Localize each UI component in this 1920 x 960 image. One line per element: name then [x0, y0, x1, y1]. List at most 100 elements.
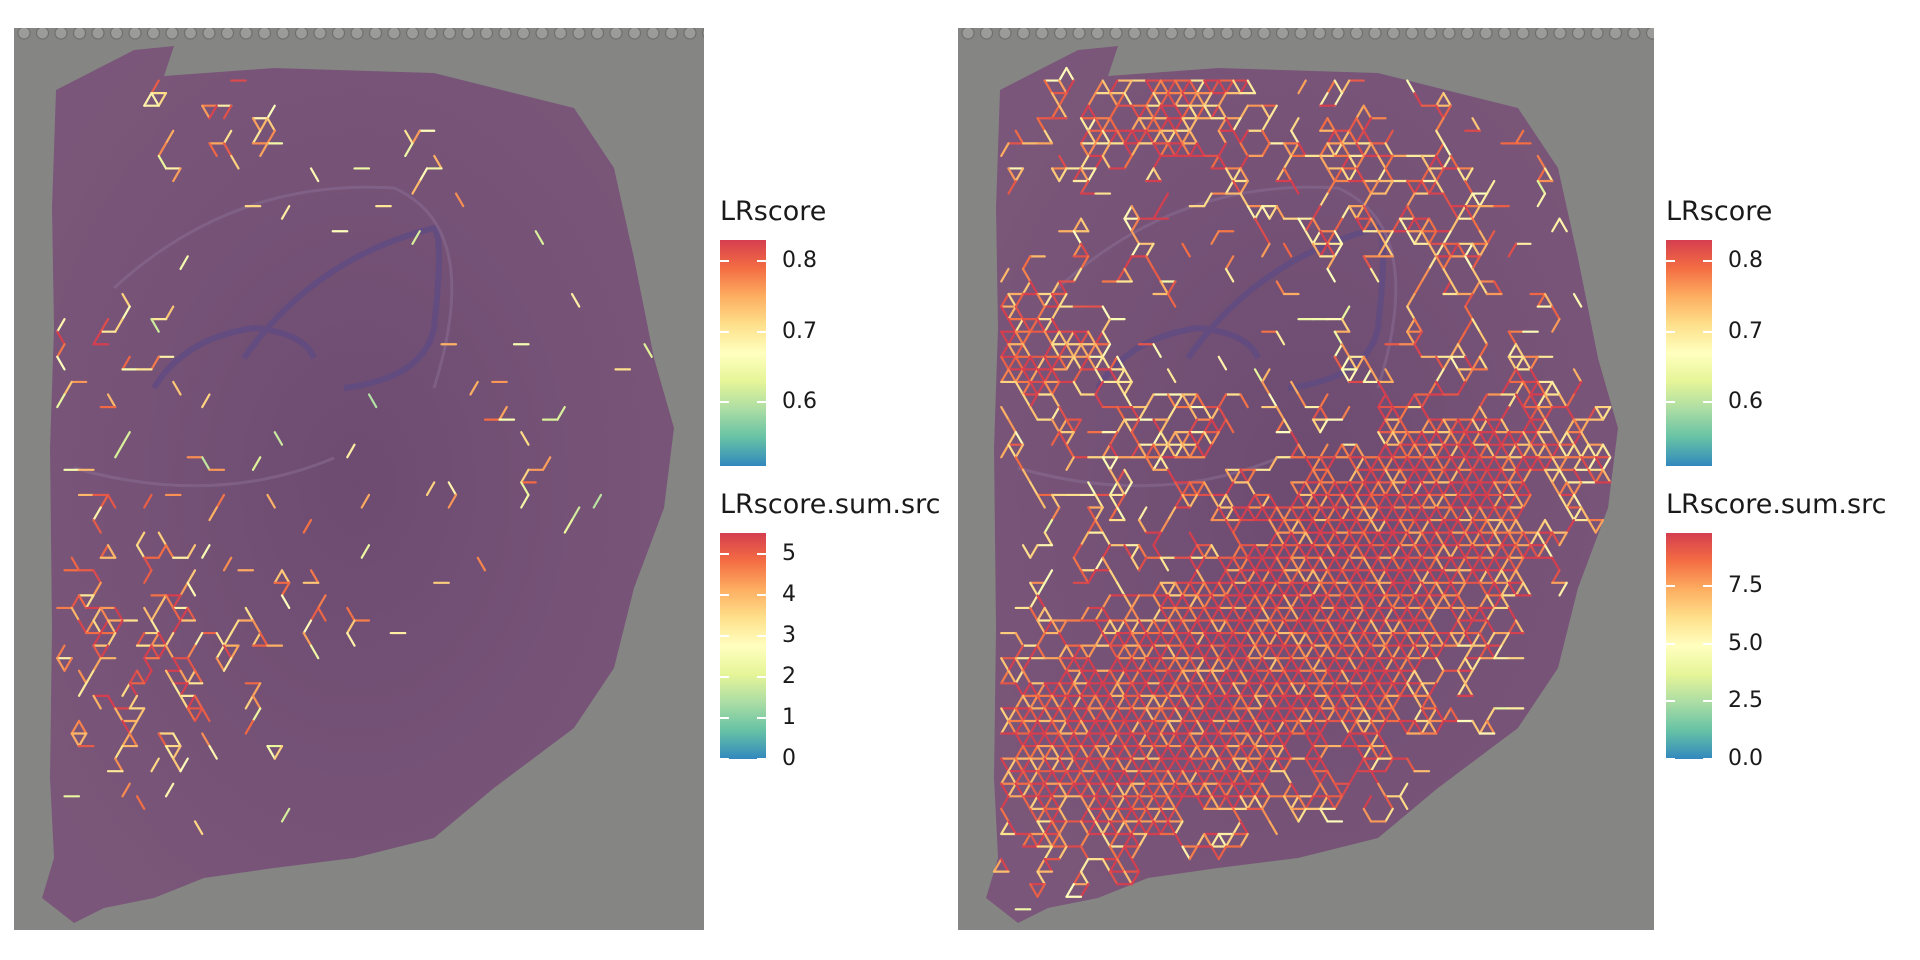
- lr-edge: [1079, 682, 1090, 697]
- spatial-plot-right: [958, 28, 1654, 930]
- lr-edge: [70, 606, 81, 622]
- legend-tick-mark: [1666, 401, 1675, 404]
- lr-edge: [1369, 606, 1380, 622]
- lr-edge: [1108, 757, 1119, 773]
- lr-edge: [1319, 117, 1329, 132]
- lr-edge: [1261, 682, 1271, 697]
- lr-edge: [1043, 531, 1054, 547]
- lr-edge: [143, 92, 153, 107]
- lr-edge: [1326, 569, 1336, 584]
- lr-edge: [1145, 744, 1155, 760]
- lr-edge: [1464, 669, 1474, 685]
- lr-edge: [1116, 694, 1126, 710]
- lr-edge: [1210, 79, 1220, 95]
- lr-edge: [1261, 129, 1271, 145]
- lr-edge: [1181, 644, 1191, 660]
- lr-edge: [1217, 506, 1228, 522]
- lr-edge: [1007, 431, 1017, 446]
- lr-edge: [1087, 569, 1097, 584]
- lr-edge: [1181, 581, 1191, 597]
- lr-edge: [1094, 820, 1104, 836]
- lr-edge: [1036, 380, 1046, 396]
- lr-edge: [1420, 393, 1431, 409]
- lr-edge: [172, 757, 182, 773]
- lr-edge: [1108, 104, 1119, 120]
- lr-edge: [1522, 380, 1532, 396]
- lr-edge: [157, 732, 168, 748]
- lr-edge: [1333, 619, 1344, 635]
- lr-edge: [1232, 820, 1242, 836]
- lr-edge: [1456, 581, 1467, 597]
- lr-edge: [1384, 606, 1394, 622]
- lr-edge: [128, 732, 139, 748]
- lr-edge: [1514, 456, 1525, 471]
- lr-edge: [1319, 757, 1329, 773]
- lr-edge: [1130, 732, 1141, 748]
- lr-edge: [1253, 569, 1264, 584]
- lr-edge: [259, 117, 269, 132]
- lr-edge: [1000, 405, 1010, 421]
- lr-edge: [1159, 619, 1170, 635]
- lr-edge: [1029, 393, 1039, 409]
- lr-edge: [1377, 393, 1387, 409]
- lr-edge: [1130, 117, 1141, 132]
- lr-edge: [1246, 669, 1257, 685]
- lr-edge: [1362, 795, 1373, 810]
- lr-edge: [1224, 506, 1235, 522]
- lr-edge: [1159, 657, 1170, 672]
- lr-edge: [1043, 744, 1054, 760]
- lr-edge: [1000, 795, 1010, 810]
- lr-edge: [1449, 506, 1460, 522]
- lr-edge: [1232, 179, 1242, 195]
- lr-edge: [1174, 129, 1184, 145]
- lr-edge: [1413, 569, 1423, 584]
- lr-edge: [1116, 644, 1126, 660]
- lr-edge: [1340, 531, 1351, 547]
- lr-edge: [1449, 707, 1460, 723]
- lr-edge: [1000, 368, 1010, 384]
- lr-edge: [1123, 393, 1133, 409]
- lr-edge: [1442, 493, 1452, 509]
- lr-edge: [1464, 569, 1474, 584]
- lr-edge: [1514, 569, 1525, 584]
- lr-edge: [1253, 644, 1264, 660]
- lr-edge: [1427, 242, 1438, 258]
- lr-edge: [1116, 631, 1126, 647]
- lr-edge: [1362, 205, 1373, 220]
- lr-edge: [1261, 807, 1271, 823]
- lr-edge: [1377, 594, 1387, 610]
- lr-edge: [1159, 142, 1170, 157]
- lr-edge: [1043, 719, 1054, 735]
- legend-tick-mark: [720, 330, 729, 333]
- lr-edge: [1391, 456, 1402, 471]
- lr-edge: [1239, 556, 1249, 572]
- lr-edge: [1050, 493, 1061, 509]
- lr-edge: [1464, 355, 1474, 371]
- lr-edge: [1384, 807, 1394, 823]
- lr-edge: [1079, 154, 1090, 170]
- lr-edge: [1029, 883, 1039, 898]
- lr-edge: [1522, 443, 1532, 459]
- lr-edge: [1326, 117, 1336, 132]
- lr-edge: [1362, 255, 1373, 271]
- lr-edge: [215, 493, 226, 509]
- lr-edge: [1130, 544, 1141, 559]
- lr-edge: [1253, 694, 1264, 710]
- well-dot: [701, 28, 704, 38]
- lr-edge: [251, 129, 262, 145]
- lr-edge: [1261, 757, 1271, 773]
- lr-edge: [1442, 468, 1452, 484]
- lr-edge: [1007, 292, 1017, 308]
- lr-edge: [1507, 481, 1518, 497]
- well-dot: [424, 28, 438, 40]
- lr-edge: [1290, 669, 1300, 685]
- well-dots-right: [961, 28, 1654, 40]
- lr-edge: [1449, 468, 1460, 484]
- lr-edge: [1007, 330, 1017, 346]
- lr-edge: [1478, 343, 1489, 358]
- lr-edge: [1580, 418, 1590, 434]
- lr-edge: [1464, 418, 1474, 434]
- lr-edge: [1304, 569, 1315, 584]
- lr-edge: [1304, 531, 1315, 547]
- lr-edge: [1174, 594, 1184, 610]
